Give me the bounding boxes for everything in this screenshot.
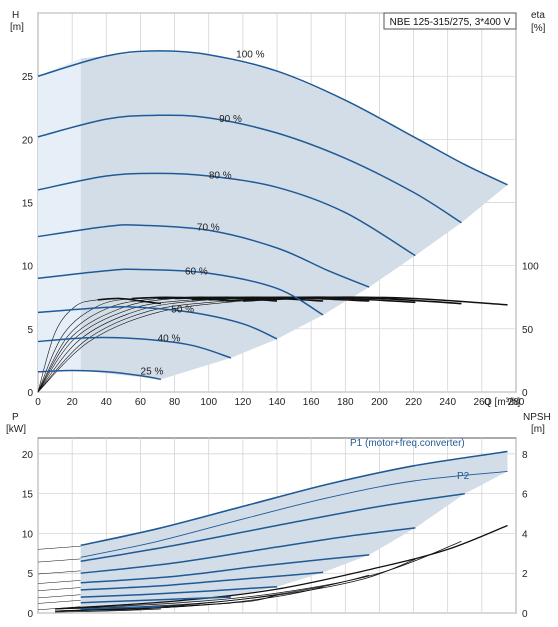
power-npsh-panel: 0 5 10 15 20 0 2 4 6 8 P [kW] NPSH [m] P1 (motor+… [6,412,551,620]
lead-line-3 [37,580,81,584]
x-tick-label: 100 [200,397,217,408]
curve-label-1: 90 % [219,114,242,125]
y2-tick-label: 8 [522,450,528,461]
lead-line-2 [37,570,81,575]
npsh-curve-7 [55,608,161,613]
curve-label-0: 100 % [236,49,264,60]
chart-title: NBE 125-315/275, 3*400 V [390,17,511,28]
y-tick-label: 20 [22,135,34,146]
x-tick-label: 20 [67,397,79,408]
lead-line-1 [37,558,81,563]
y-tick-label: 15 [22,199,34,210]
curve-label-4: 60 % [185,267,208,278]
curve-label-6: 40 % [158,334,181,345]
curve-label-7: 25 % [141,367,164,378]
series-label-p2: P2 [457,471,470,482]
y2-axis-label-npsh: NPSH [523,412,551,423]
power-curve-0 [80,492,465,563]
title-box [383,12,517,30]
curve-label-3: 70 % [197,223,220,234]
x-tick-label: 60 [135,397,147,408]
lead-line-0 [37,545,81,550]
series-p1 [80,450,508,547]
head-curves [37,50,508,381]
envelope-fill-light [38,58,81,372]
y-axis-label-h: H [12,10,19,21]
y2-tick-label: 2 [522,569,528,580]
y-tick-label: 10 [22,262,34,273]
x-tick-label: 80 [169,397,181,408]
upper-tick-labels: 0 20 40 60 80 100 120 140 160 180 200 220 240 260 2800… [22,72,539,408]
x-tick-label: 0 [35,397,41,408]
x-tick-label: 200 [371,397,388,408]
y-tick-label: 20 [22,450,34,461]
operating-envelope-lower [80,451,508,610]
x-tick-label: 280 [508,397,525,408]
y2-axis-label-eta: eta [531,10,545,21]
head-curve-0 [37,50,508,186]
power-curve-2 [80,554,370,584]
efficiency-curve-bold-7 [97,297,162,305]
y2-tick-label: 0 [522,388,528,399]
y-axis-unit-h: [m] [10,22,24,33]
efficiency-curve-bold-3 [191,296,370,302]
y2-tick-label: 6 [522,490,528,501]
y-axis-unit-kw: [kW] [6,424,26,435]
y-tick-label: 25 [22,72,34,83]
y2-axis-unit-eta: [%] [531,23,546,34]
curve-label-5: 50 % [171,305,194,316]
head-curve-4 [37,268,324,316]
y2-tick-label: 0 [522,609,528,620]
y-tick-label: 0 [27,609,33,620]
curve-labels: 100 % 90 % 80 % 70 % 60 % 50 % 40 % 25 % [141,49,265,377]
y-tick-label: 10 [22,529,34,540]
x-tick-label: 220 [405,397,422,408]
power-curves [37,450,508,611]
lead-line-7 [37,606,81,611]
x-tick-label: 160 [303,397,320,408]
y-axis-label-p: P [12,412,19,423]
head-curve-2 [37,172,416,257]
y2-tick-label: 4 [522,529,528,540]
head-curve-5 [37,305,278,340]
head-curve-3 [37,224,370,288]
y-tick-label: 5 [27,569,33,580]
power-curve-4 [80,586,278,598]
power-curve-6 [80,605,161,610]
head-curve-6 [37,336,232,359]
head-curve-1 [37,114,462,224]
efficiency-curve-bold-6 [131,296,231,302]
head-efficiency-panel: 100 % 90 % 80 % 70 % 60 % 50 % 40 % 25 % 0 20 40 6… [10,10,546,408]
y-tick-label: 0 [27,388,33,399]
power-curve-5 [80,596,231,604]
lead-line-5 [37,594,81,599]
head-curve-7 [37,369,162,381]
y2-tick-label: 100 [522,262,539,273]
y-tick-label: 15 [22,490,34,501]
y2-tick-label: 50 [522,325,534,336]
curve-label-2: 80 % [209,171,232,182]
x-tick-label: 140 [269,397,286,408]
series-p2 [80,470,508,558]
series-label-p1: P1 (motor+freq.converter) [350,438,465,449]
npsh-curve-6 [55,602,231,612]
x-tick-label: 40 [101,397,113,408]
efficiency-curves [37,296,508,393]
lead-line-4 [37,587,81,591]
x-tick-label: 240 [439,397,456,408]
x-axis-label: Q [m³/h] [484,397,520,408]
power-curve-3 [80,571,324,591]
envelope-fill-lower [80,451,508,610]
x-tick-label: 260 [474,397,491,408]
npsh-curve-1 [55,541,462,610]
lead-line-6 [37,600,81,604]
x-tick-label: 180 [337,397,354,408]
y-tick-label: 5 [27,325,33,336]
npsh-curve-0 [55,524,508,610]
lower-tick-labels: 0 5 10 15 20 0 2 4 6 8 [22,450,528,620]
power-curve-1 [80,527,416,574]
x-tick-label: 120 [235,397,252,408]
y2-axis-unit-m: [m] [531,424,545,435]
